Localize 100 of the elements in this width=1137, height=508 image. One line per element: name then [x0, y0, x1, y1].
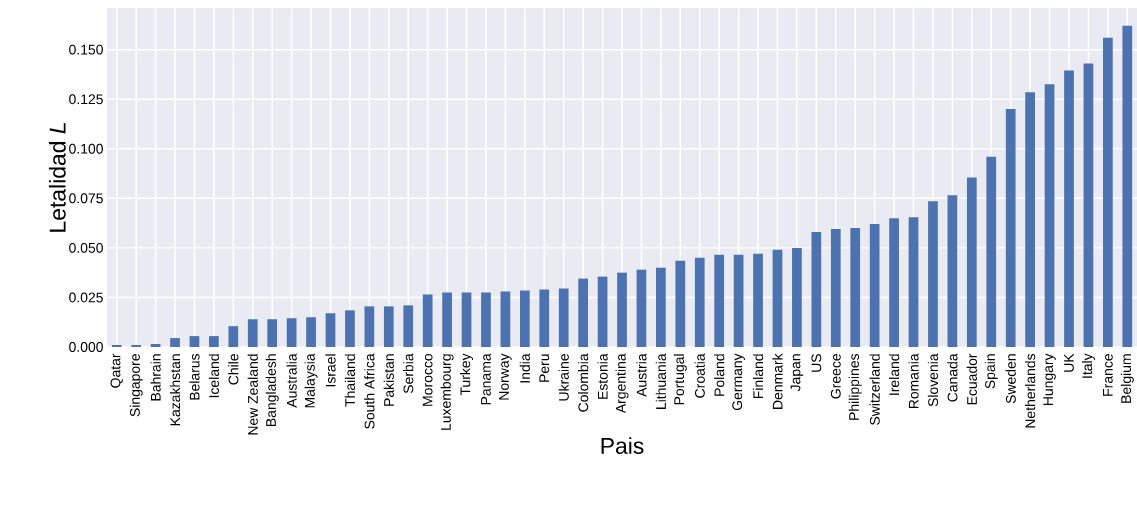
- bar: [519, 290, 530, 347]
- x-tick-label: Austria: [636, 353, 647, 397]
- bar: [1044, 84, 1055, 347]
- bar: [908, 217, 919, 347]
- bar: [247, 319, 258, 347]
- x-tick-label: US: [811, 354, 822, 372]
- x-tick-label: New Zealand: [247, 354, 258, 435]
- x-tick-label: Lithuania: [655, 353, 666, 409]
- x-tick-label: Serbia: [403, 353, 414, 394]
- x-axis-title: Pais: [601, 437, 644, 454]
- x-tick-label: India: [519, 353, 530, 383]
- bar: [461, 292, 472, 347]
- y-tick-label: 0.075: [69, 193, 103, 204]
- x-tick-label: Thailand: [344, 354, 356, 407]
- x-tick-label: Switzerland: [869, 354, 880, 425]
- x-tick-label: Kazakhstan: [169, 354, 181, 426]
- bar: [345, 310, 355, 347]
- y-tick-label: 0.125: [69, 94, 103, 105]
- x-tick-label: Japan: [790, 354, 804, 392]
- bar: [694, 257, 705, 347]
- bar: [1025, 92, 1035, 347]
- bar: [792, 247, 802, 347]
- x-tick-label: Peru: [539, 354, 550, 382]
- x-tick-label: Belarus: [189, 353, 200, 400]
- y-tick-label: 0.150: [69, 44, 103, 55]
- bar: [189, 336, 200, 347]
- x-tick-label: Belgium: [1120, 354, 1134, 403]
- bar: [966, 177, 977, 347]
- x-tick-label: Spain: [984, 354, 998, 389]
- x-tick-label: Pakistan: [383, 354, 394, 406]
- bar: [830, 229, 841, 347]
- bar: [656, 267, 666, 347]
- x-tick-label: Denmark: [772, 353, 783, 409]
- y-tick-label: 0.000: [69, 342, 103, 352]
- x-tick-label: Ukraine: [558, 354, 569, 401]
- x-tick-label: Norway: [499, 353, 512, 400]
- x-tick-label: Bahrain: [150, 354, 161, 401]
- bar: [267, 319, 278, 347]
- x-tick-label: Croatia: [694, 353, 705, 398]
- x-tick-label: Finland: [752, 354, 764, 399]
- bar: [772, 249, 783, 347]
- x-tick-label: Canada: [947, 353, 958, 402]
- x-tick-label: Argentina: [615, 353, 629, 414]
- bar: [675, 260, 686, 347]
- x-tick-label: Poland: [714, 354, 725, 396]
- bar: [850, 228, 861, 347]
- x-tick-label: Bangladesh: [265, 354, 279, 426]
- bar: [578, 278, 588, 347]
- bar: [714, 254, 725, 347]
- bar: [286, 318, 297, 347]
- bar: [811, 232, 822, 347]
- y-tick-label: 0.025: [69, 292, 103, 303]
- bar: [947, 195, 958, 347]
- x-tick-label: Luxembourg: [440, 354, 454, 430]
- x-tick-label: Portugal: [673, 354, 687, 405]
- x-tick-label: Philippines: [848, 353, 862, 420]
- bar: [150, 344, 161, 347]
- bar: [636, 269, 647, 347]
- bar: [383, 306, 394, 347]
- bar: [889, 218, 899, 347]
- x-tick-label: Panama: [481, 353, 491, 405]
- x-tick-label: UK: [1064, 353, 1074, 372]
- bar: [928, 201, 938, 347]
- x-tick-label: Qatar: [110, 353, 123, 388]
- bar: [403, 305, 414, 347]
- x-tick-label: Ireland: [888, 354, 900, 395]
- x-tick-label: Greece: [830, 354, 841, 399]
- y-axis-title: Letalidad L: [48, 123, 66, 232]
- x-tick-label: Slovenia: [927, 353, 939, 407]
- bar: [170, 338, 180, 347]
- bar: [753, 253, 763, 347]
- x-tick-label: Turkey: [460, 353, 474, 396]
- bar: [442, 292, 452, 347]
- x-tick-label: South Africa: [364, 353, 375, 429]
- x-tick-label: Israel: [325, 354, 336, 387]
- x-tick-label: Morocco: [422, 354, 433, 406]
- bar: [1005, 109, 1016, 347]
- bar: [869, 224, 880, 347]
- x-tick-label: Iceland: [208, 354, 220, 398]
- bar: [986, 156, 997, 347]
- x-tick-label: Colombia: [578, 353, 589, 412]
- bar: [364, 306, 375, 347]
- bar: [617, 272, 627, 347]
- bar: [1083, 63, 1094, 347]
- x-tick-label: France: [1103, 354, 1113, 396]
- bar: [422, 294, 433, 347]
- x-tick-label: Netherlands: [1025, 353, 1036, 428]
- x-tick-label: Germany: [732, 353, 745, 411]
- bar: [325, 313, 336, 347]
- bar: [597, 276, 608, 347]
- bar: [1064, 70, 1074, 347]
- bar: [1103, 37, 1113, 347]
- bar: [733, 254, 744, 347]
- bar: [558, 288, 569, 347]
- x-tick-label: Ecuador: [966, 353, 977, 405]
- x-tick-label: Sweden: [1005, 354, 1016, 404]
- bar: [1122, 25, 1133, 347]
- bar: [228, 326, 239, 347]
- bar: [500, 291, 511, 347]
- bar: [481, 292, 491, 347]
